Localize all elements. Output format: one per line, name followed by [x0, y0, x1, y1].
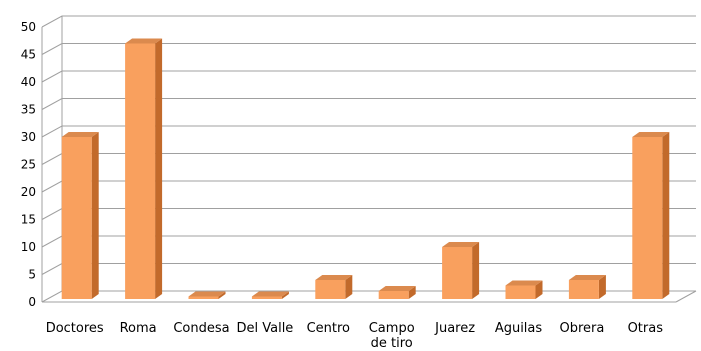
bar	[315, 280, 346, 299]
bar-side	[472, 242, 480, 299]
bar-top	[125, 38, 163, 44]
bar-side	[218, 291, 226, 299]
y-tick-label: 45	[21, 48, 36, 62]
bar-side	[345, 275, 353, 299]
x-tick-label: Doctores	[46, 321, 104, 336]
x-tick-label: Del Valle	[236, 321, 293, 336]
x-tick-label: Centro	[307, 321, 350, 336]
y-tick-label: 30	[21, 130, 36, 144]
floor-right-edge	[675, 290, 697, 303]
gridline	[41, 98, 696, 110]
bar-top	[61, 132, 99, 137]
x-tick-label: Campo	[369, 321, 415, 336]
bar-top	[442, 242, 480, 247]
y-tick-label: 0	[28, 295, 36, 309]
x-tick-label: Roma	[120, 321, 157, 336]
bar-top	[505, 280, 543, 286]
y-tick-label: 40	[21, 75, 36, 89]
bar-side	[281, 291, 289, 299]
gridline	[41, 70, 696, 83]
gridline	[41, 15, 696, 28]
bar	[378, 291, 409, 299]
y-tick-label: 5	[28, 268, 36, 282]
bar	[251, 296, 282, 299]
bar-side	[155, 38, 163, 299]
bar	[505, 285, 536, 299]
bar	[442, 247, 473, 299]
bar-top	[632, 132, 670, 137]
bar-side	[408, 286, 416, 299]
y-tick-label: 15	[21, 213, 36, 227]
bar	[61, 137, 92, 299]
gridline	[41, 43, 696, 55]
bar-top	[568, 275, 606, 280]
x-tick-label: Juarez	[434, 321, 475, 336]
x-tick-label: Condesa	[173, 321, 229, 336]
bar-side	[91, 132, 99, 299]
bar-side	[598, 275, 606, 299]
bar-top	[251, 291, 289, 297]
bar	[125, 43, 156, 299]
bar	[568, 280, 599, 299]
gridline	[41, 125, 696, 138]
bar	[632, 137, 663, 299]
bar-top	[188, 291, 226, 297]
y-tick-label: 25	[21, 158, 36, 172]
bar	[188, 296, 219, 299]
bar-top	[315, 275, 353, 280]
x-tick-label: Aguilas	[495, 321, 543, 336]
x-tick-label: Otras	[628, 321, 664, 336]
x-tick-label: de tiro	[371, 336, 413, 351]
y-tick-label: 35	[21, 103, 36, 117]
y-tick-label: 10	[21, 240, 36, 254]
bar-side	[662, 132, 670, 299]
bar-side	[535, 280, 543, 299]
y-tick-label: 20	[21, 185, 36, 199]
bar-top	[378, 286, 416, 291]
y-tick-label: 50	[21, 20, 36, 34]
x-tick-label: Obrera	[559, 321, 604, 336]
